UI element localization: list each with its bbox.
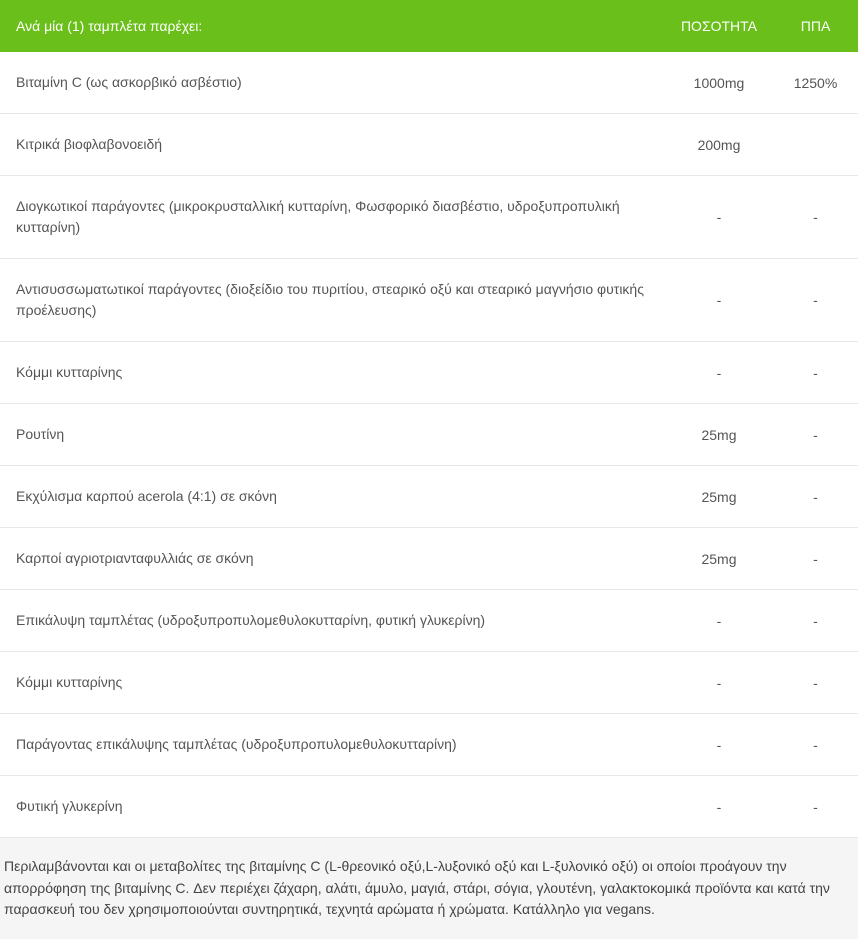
cell-name: Βιταμίνη C (ως ασκορβικό ασβέστιο) [0, 52, 665, 114]
cell-name: Παράγοντας επικάλυψης ταμπλέτας (υδροξυπ… [0, 714, 665, 776]
cell-rda: - [773, 404, 858, 466]
cell-quantity: 25mg [665, 528, 773, 590]
table-row: Εκχύλισμα καρπού acerola (4:1) σε σκόνη2… [0, 466, 858, 528]
footer-text: Περιλαμβάνονται και οι μεταβολίτες της β… [0, 838, 858, 939]
cell-quantity: - [665, 259, 773, 342]
cell-quantity: 1000mg [665, 52, 773, 114]
cell-name: Εκχύλισμα καρπού acerola (4:1) σε σκόνη [0, 466, 665, 528]
cell-rda: - [773, 714, 858, 776]
cell-quantity: 25mg [665, 404, 773, 466]
cell-quantity: 200mg [665, 114, 773, 176]
cell-rda: - [773, 466, 858, 528]
cell-rda: - [773, 776, 858, 838]
page-container: Ανά μία (1) ταμπλέτα παρέχει: ΠΟΣΟΤΗΤΑ Π… [0, 0, 858, 939]
table-row: Κιτρικά βιοφλαβονοειδή200mg [0, 114, 858, 176]
cell-quantity: - [665, 176, 773, 259]
table-body: Βιταμίνη C (ως ασκορβικό ασβέστιο)1000mg… [0, 52, 858, 838]
cell-name: Φυτική γλυκερίνη [0, 776, 665, 838]
cell-name: Ρουτίνη [0, 404, 665, 466]
cell-quantity: - [665, 590, 773, 652]
cell-name: Κόμμι κυτταρίνης [0, 652, 665, 714]
header-rda: ΠΠΑ [773, 0, 858, 52]
header-quantity: ΠΟΣΟΤΗΤΑ [665, 0, 773, 52]
cell-quantity: - [665, 342, 773, 404]
cell-name: Διογκωτικοί παράγοντες (μικροκρυσταλλική… [0, 176, 665, 259]
cell-rda: - [773, 342, 858, 404]
cell-name: Επικάλυψη ταμπλέτας (υδροξυπροπυλομεθυλο… [0, 590, 665, 652]
table-row: Κόμμι κυτταρίνης-- [0, 342, 858, 404]
cell-rda: 1250% [773, 52, 858, 114]
table-row: Ρουτίνη25mg- [0, 404, 858, 466]
cell-rda [773, 114, 858, 176]
cell-name: Κιτρικά βιοφλαβονοειδή [0, 114, 665, 176]
cell-rda: - [773, 652, 858, 714]
table-row: Καρποί αγριοτριανταφυλλιάς σε σκόνη25mg- [0, 528, 858, 590]
cell-name: Κόμμι κυτταρίνης [0, 342, 665, 404]
cell-rda: - [773, 590, 858, 652]
table-row: Κόμμι κυτταρίνης-- [0, 652, 858, 714]
cell-rda: - [773, 528, 858, 590]
table-row: Παράγοντας επικάλυψης ταμπλέτας (υδροξυπ… [0, 714, 858, 776]
table-row: Φυτική γλυκερίνη-- [0, 776, 858, 838]
cell-quantity: 25mg [665, 466, 773, 528]
table-row: Βιταμίνη C (ως ασκορβικό ασβέστιο)1000mg… [0, 52, 858, 114]
nutrition-table: Ανά μία (1) ταμπλέτα παρέχει: ΠΟΣΟΤΗΤΑ Π… [0, 0, 858, 838]
cell-quantity: - [665, 776, 773, 838]
table-row: Διογκωτικοί παράγοντες (μικροκρυσταλλική… [0, 176, 858, 259]
table-row: Αντισυσσωματωτικοί παράγοντες (διοξείδιο… [0, 259, 858, 342]
table-header-row: Ανά μία (1) ταμπλέτα παρέχει: ΠΟΣΟΤΗΤΑ Π… [0, 0, 858, 52]
cell-rda: - [773, 176, 858, 259]
cell-rda: - [773, 259, 858, 342]
cell-name: Αντισυσσωματωτικοί παράγοντες (διοξείδιο… [0, 259, 665, 342]
header-title: Ανά μία (1) ταμπλέτα παρέχει: [0, 0, 665, 52]
cell-quantity: - [665, 652, 773, 714]
cell-quantity: - [665, 714, 773, 776]
table-row: Επικάλυψη ταμπλέτας (υδροξυπροπυλομεθυλο… [0, 590, 858, 652]
cell-name: Καρποί αγριοτριανταφυλλιάς σε σκόνη [0, 528, 665, 590]
